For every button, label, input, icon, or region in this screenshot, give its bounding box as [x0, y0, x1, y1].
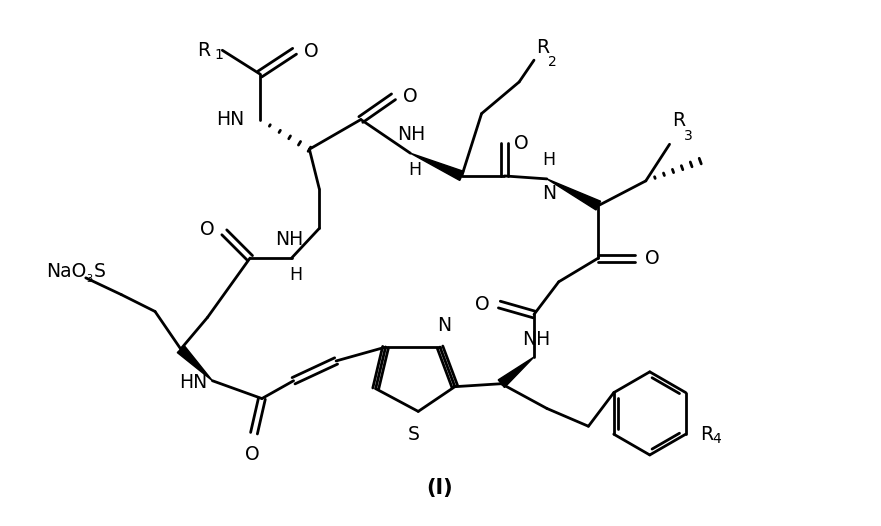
- Text: NH: NH: [276, 230, 304, 249]
- Text: R: R: [536, 38, 549, 57]
- Text: HN: HN: [179, 373, 208, 392]
- Text: NaO: NaO: [46, 262, 86, 281]
- Polygon shape: [177, 346, 212, 381]
- Text: N: N: [437, 316, 451, 335]
- Text: (I): (I): [426, 478, 454, 498]
- Text: NH: NH: [397, 125, 426, 144]
- Text: O: O: [515, 134, 529, 153]
- Text: N: N: [542, 184, 556, 203]
- Text: HN: HN: [216, 110, 244, 129]
- Text: R: R: [672, 112, 685, 130]
- Text: R: R: [700, 424, 714, 443]
- Text: H: H: [409, 161, 422, 179]
- Text: 1: 1: [214, 48, 223, 62]
- Text: 3: 3: [685, 129, 693, 144]
- Text: O: O: [200, 220, 214, 239]
- Text: O: O: [403, 87, 418, 106]
- Polygon shape: [547, 179, 601, 210]
- Text: S: S: [93, 262, 106, 281]
- Polygon shape: [499, 357, 534, 388]
- Polygon shape: [411, 153, 463, 180]
- Text: 2: 2: [548, 55, 557, 69]
- Text: H: H: [289, 266, 302, 284]
- Text: O: O: [645, 249, 660, 268]
- Text: O: O: [475, 295, 490, 314]
- Text: S: S: [407, 425, 419, 444]
- Text: 4: 4: [713, 432, 722, 446]
- Text: R: R: [197, 41, 211, 60]
- Text: NH: NH: [522, 330, 550, 349]
- Text: $_3$: $_3$: [85, 271, 93, 285]
- Text: H: H: [543, 151, 555, 169]
- Text: O: O: [305, 42, 319, 61]
- Text: O: O: [245, 445, 259, 464]
